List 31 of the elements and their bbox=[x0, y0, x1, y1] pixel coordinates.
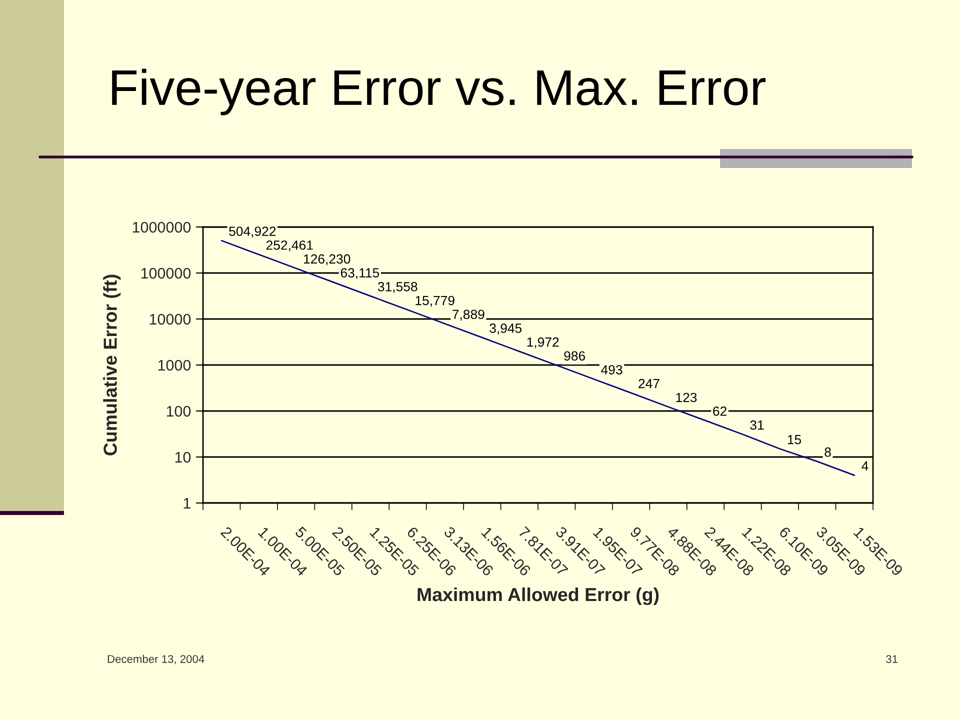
data-label: 8 bbox=[824, 447, 831, 457]
y-tick-label: 100 bbox=[166, 406, 191, 417]
data-label: 247 bbox=[638, 378, 660, 388]
text: 31 bbox=[886, 655, 898, 663]
data-label: 15,779 bbox=[416, 296, 454, 307]
data-label: 3,945 bbox=[490, 324, 522, 334]
data-label: 7,889 bbox=[452, 310, 484, 321]
data-label: 63,115 bbox=[340, 268, 380, 280]
y-tick-label: 100000 bbox=[141, 268, 191, 279]
y-tick-label: 1000000 bbox=[132, 222, 191, 233]
data-label: 62 bbox=[713, 406, 726, 416]
data-label: 4 bbox=[862, 461, 868, 470]
line-series bbox=[220, 240, 856, 476]
data-label: 1,972 bbox=[527, 337, 559, 348]
x-axis-title: Maximum Allowed Error (g) bbox=[418, 587, 659, 606]
y-tick-label: 10 bbox=[175, 452, 191, 463]
data-label: 493 bbox=[601, 365, 622, 374]
data-label: 31 bbox=[750, 420, 764, 430]
y-tick-label: 1000 bbox=[158, 360, 191, 371]
data-label: 252,461 bbox=[266, 240, 313, 252]
data-label: 126,230 bbox=[304, 254, 350, 266]
y-tick-label: 10000 bbox=[150, 314, 191, 325]
data-label: 31,558 bbox=[378, 282, 418, 293]
y-axis-title: Cumulative Error (ft) bbox=[103, 274, 121, 456]
text: December 13, 2004 bbox=[108, 654, 204, 664]
data-label: 504,922 bbox=[229, 226, 276, 238]
y-tick-label: 1 bbox=[184, 498, 190, 509]
data-label: 986 bbox=[564, 351, 585, 361]
data-label: 15 bbox=[788, 435, 802, 444]
chart-title: Five-year Error vs. Max. Error bbox=[112, 68, 766, 116]
data-label: 123 bbox=[676, 392, 697, 402]
